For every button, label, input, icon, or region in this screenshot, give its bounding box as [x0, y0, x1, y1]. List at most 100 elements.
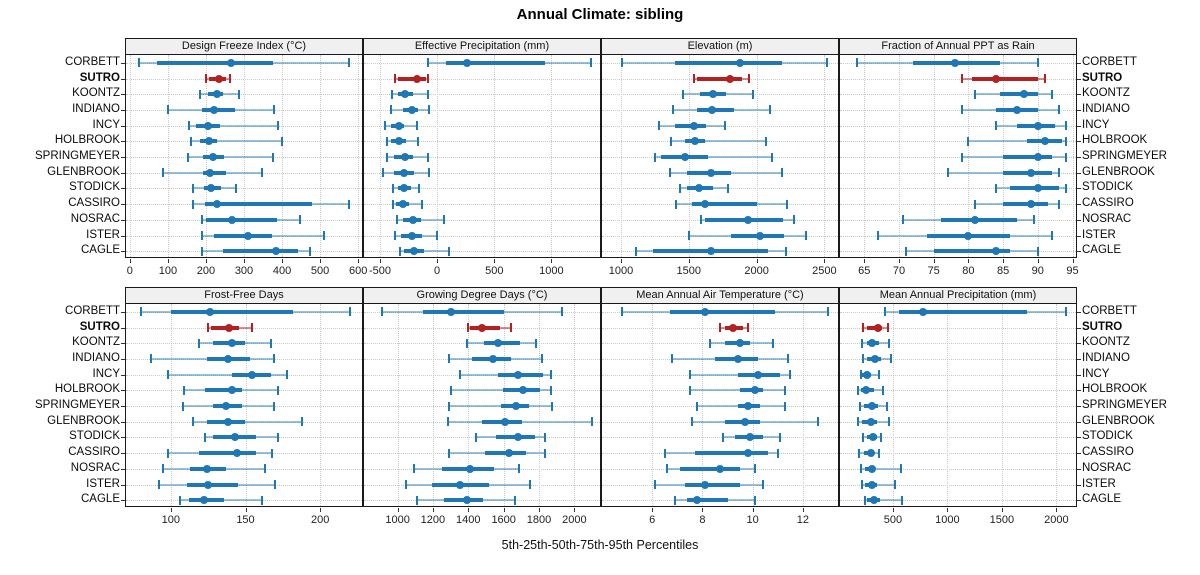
whisker-cap-left: [416, 495, 418, 505]
whisker-cap-right: [550, 370, 553, 380]
whisker-cap-left: [413, 464, 416, 474]
axis-tick-label: 200: [311, 514, 330, 526]
whisker-cap-right: [724, 121, 727, 131]
whisker-cap-left: [447, 354, 450, 364]
whisker-cap-right: [551, 401, 554, 411]
horizontal-gridline: [364, 390, 600, 392]
median-dot: [1026, 168, 1035, 177]
horizontal-gridline: [364, 109, 600, 111]
horizontal-gridline: [840, 484, 1076, 486]
horizontal-gridline: [602, 390, 838, 392]
axis-tick-label: 600: [349, 265, 368, 277]
axis-tick-label: 80: [962, 265, 975, 277]
row-tick-left: [121, 421, 125, 423]
median-dot: [214, 74, 223, 83]
whisker-cap-left: [467, 323, 470, 332]
whisker-cap-left: [904, 246, 907, 256]
station-label-right-cagle: CAGLE: [1082, 244, 1121, 257]
horizontal-gridline: [602, 157, 838, 158]
whisker-cap-right: [776, 448, 779, 458]
station-label-right-sutro: SUTRO: [1082, 71, 1123, 84]
iqr-bar: [199, 451, 256, 456]
row-tick-left: [121, 343, 125, 345]
station-label-right-springmeyer: SPRINGMEYER: [1082, 150, 1167, 162]
iqr-bar: [1003, 155, 1052, 159]
whisker-cap-right: [1033, 215, 1036, 225]
vertical-gridline: [652, 304, 654, 506]
row-tick-right: [1077, 390, 1081, 392]
whisker-cap-right: [751, 89, 754, 99]
axis-tick-label: 6: [649, 514, 656, 526]
axis-tick-label: 65: [858, 265, 871, 277]
whisker-cap-right: [779, 432, 782, 442]
median-dot: [868, 339, 877, 348]
row-tick-left: [121, 500, 125, 502]
axis-tick-label: 500: [485, 265, 504, 277]
whisker-cap-right: [589, 58, 592, 68]
station-label-left-nosrac: NOSRAC: [70, 212, 120, 225]
whisker-cap-right: [900, 495, 903, 505]
axis-tick: [468, 508, 470, 512]
median-dot: [690, 121, 698, 130]
station-label-left-springmeyer: SPRINGMEYER: [35, 150, 120, 162]
whisker-cap-left: [863, 495, 866, 505]
axis-tick: [205, 259, 207, 263]
whisker-cap-right: [784, 401, 787, 411]
whisker-cap-right: [428, 105, 431, 115]
row-tick-left: [121, 157, 125, 158]
row-tick-right: [1077, 78, 1081, 80]
whisker-cap-left: [967, 136, 970, 146]
whisker-cap-right: [514, 495, 517, 505]
row-tick-left: [121, 219, 125, 221]
whisker-cap-right: [887, 323, 889, 332]
axis-tick: [494, 259, 496, 263]
whisker-cap-left: [395, 215, 398, 225]
range-line: [689, 389, 786, 392]
median-dot: [232, 449, 241, 458]
panel-header: Growing Degree Days (°C): [363, 287, 601, 304]
whisker-cap-right: [761, 480, 764, 489]
station-label-left-cassiro: CASSIRO: [68, 197, 120, 210]
median-dot: [489, 354, 497, 363]
axis-tick: [503, 508, 505, 512]
axis-tick-label: 1000: [608, 265, 634, 277]
median-dot: [693, 496, 702, 505]
median-dot: [513, 370, 522, 379]
median-dot: [466, 464, 475, 473]
whisker-cap-left: [198, 338, 201, 348]
median-dot: [222, 402, 231, 410]
panel-header: Mean Annual Air Temperature (°C): [601, 287, 839, 304]
median-dot: [1033, 184, 1042, 193]
whisker-cap-right: [534, 338, 537, 348]
axis-strip: 1000 1200 1400 1600 1800 2000: [363, 508, 601, 530]
whisker-cap-left: [475, 432, 478, 442]
axis-tick: [1001, 508, 1003, 512]
vertical-gridline: [494, 55, 496, 257]
station-label-right-incy: INCY: [1082, 118, 1110, 131]
horizontal-gridline: [840, 468, 1076, 470]
median-dot: [743, 215, 752, 224]
row-tick-right: [1077, 172, 1081, 174]
median-dot: [407, 231, 416, 240]
whisker-cap-right: [1036, 246, 1039, 256]
row-tick-left: [121, 125, 125, 127]
vertical-gridline: [756, 55, 758, 257]
whisker-cap-left: [672, 105, 675, 115]
row-tick-right: [1077, 468, 1081, 470]
panel-body: [125, 54, 363, 258]
whisker-cap-left: [668, 168, 671, 178]
axis-tick: [621, 259, 622, 263]
whisker-cap-left: [877, 231, 880, 240]
axis-tick: [1003, 259, 1005, 263]
whisker-cap-left: [385, 136, 388, 146]
horizontal-gridline: [602, 188, 838, 190]
whisker-cap-left: [191, 199, 194, 209]
row-tick-right: [1077, 125, 1081, 127]
row-tick-left: [121, 358, 125, 360]
median-dot: [1013, 105, 1021, 114]
axis-tick: [320, 508, 322, 512]
whisker-cap-right: [561, 307, 563, 317]
vertical-gridline: [437, 55, 439, 257]
axis-tick-label: 1500: [676, 265, 702, 277]
whisker-cap-right: [272, 354, 275, 364]
